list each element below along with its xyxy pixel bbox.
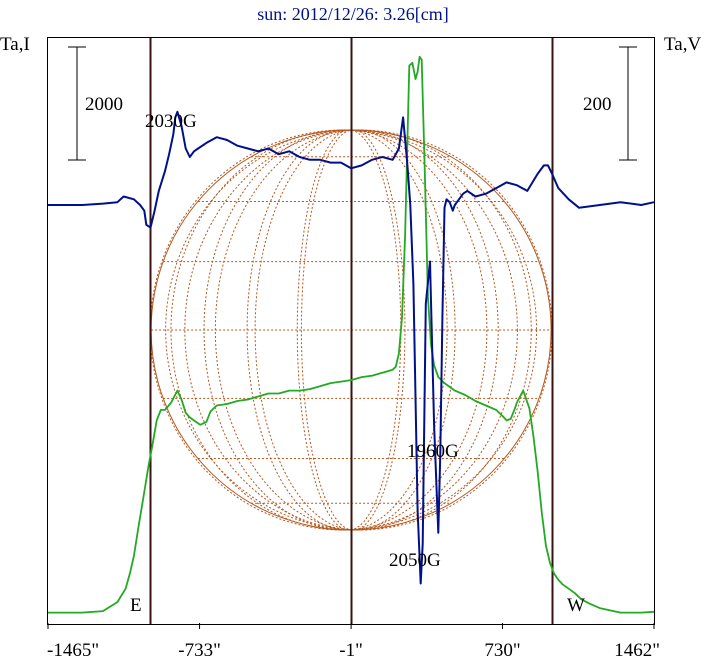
series-layer (48, 55, 655, 614)
x-axis-ticks: -1465" -733" -1" 730" 1462" (47, 623, 660, 660)
scale-bar-left-label: 2000 (85, 94, 123, 115)
y-axis-label-left: Ta,I (0, 34, 30, 55)
limb-label-west: W (567, 595, 585, 616)
scale-bar-right-label: 200 (583, 94, 612, 115)
chart-title: sun: 2012/12/26: 3.26[cm] (257, 4, 449, 24)
series-line-stokes-v (48, 110, 655, 585)
disk-meridian (214, 129, 499, 531)
scale-bar-left: 2000 (68, 46, 123, 161)
x-tick-label: -1" (339, 640, 363, 660)
annotation-1960g: 1960G (407, 441, 459, 462)
x-tick-label: 1462" (614, 640, 660, 660)
disk-meridian (254, 129, 456, 531)
disk-meridian (203, 129, 488, 531)
x-tick-label: -733" (178, 640, 221, 660)
annotation-2050g: 2050G (389, 550, 441, 571)
x-tick-label: 730" (484, 640, 520, 660)
disk-meridian (246, 129, 448, 531)
scale-bar-right: 200 (583, 46, 637, 161)
annotation-2030g: 2030G (145, 111, 197, 132)
limb-label-east: E (130, 595, 142, 616)
series-line-stokes-i (48, 55, 655, 614)
y-axis-label-right: Ta,V (664, 34, 701, 55)
limb-and-center-markers (149, 38, 554, 624)
x-tick-label: -1465" (47, 640, 99, 660)
